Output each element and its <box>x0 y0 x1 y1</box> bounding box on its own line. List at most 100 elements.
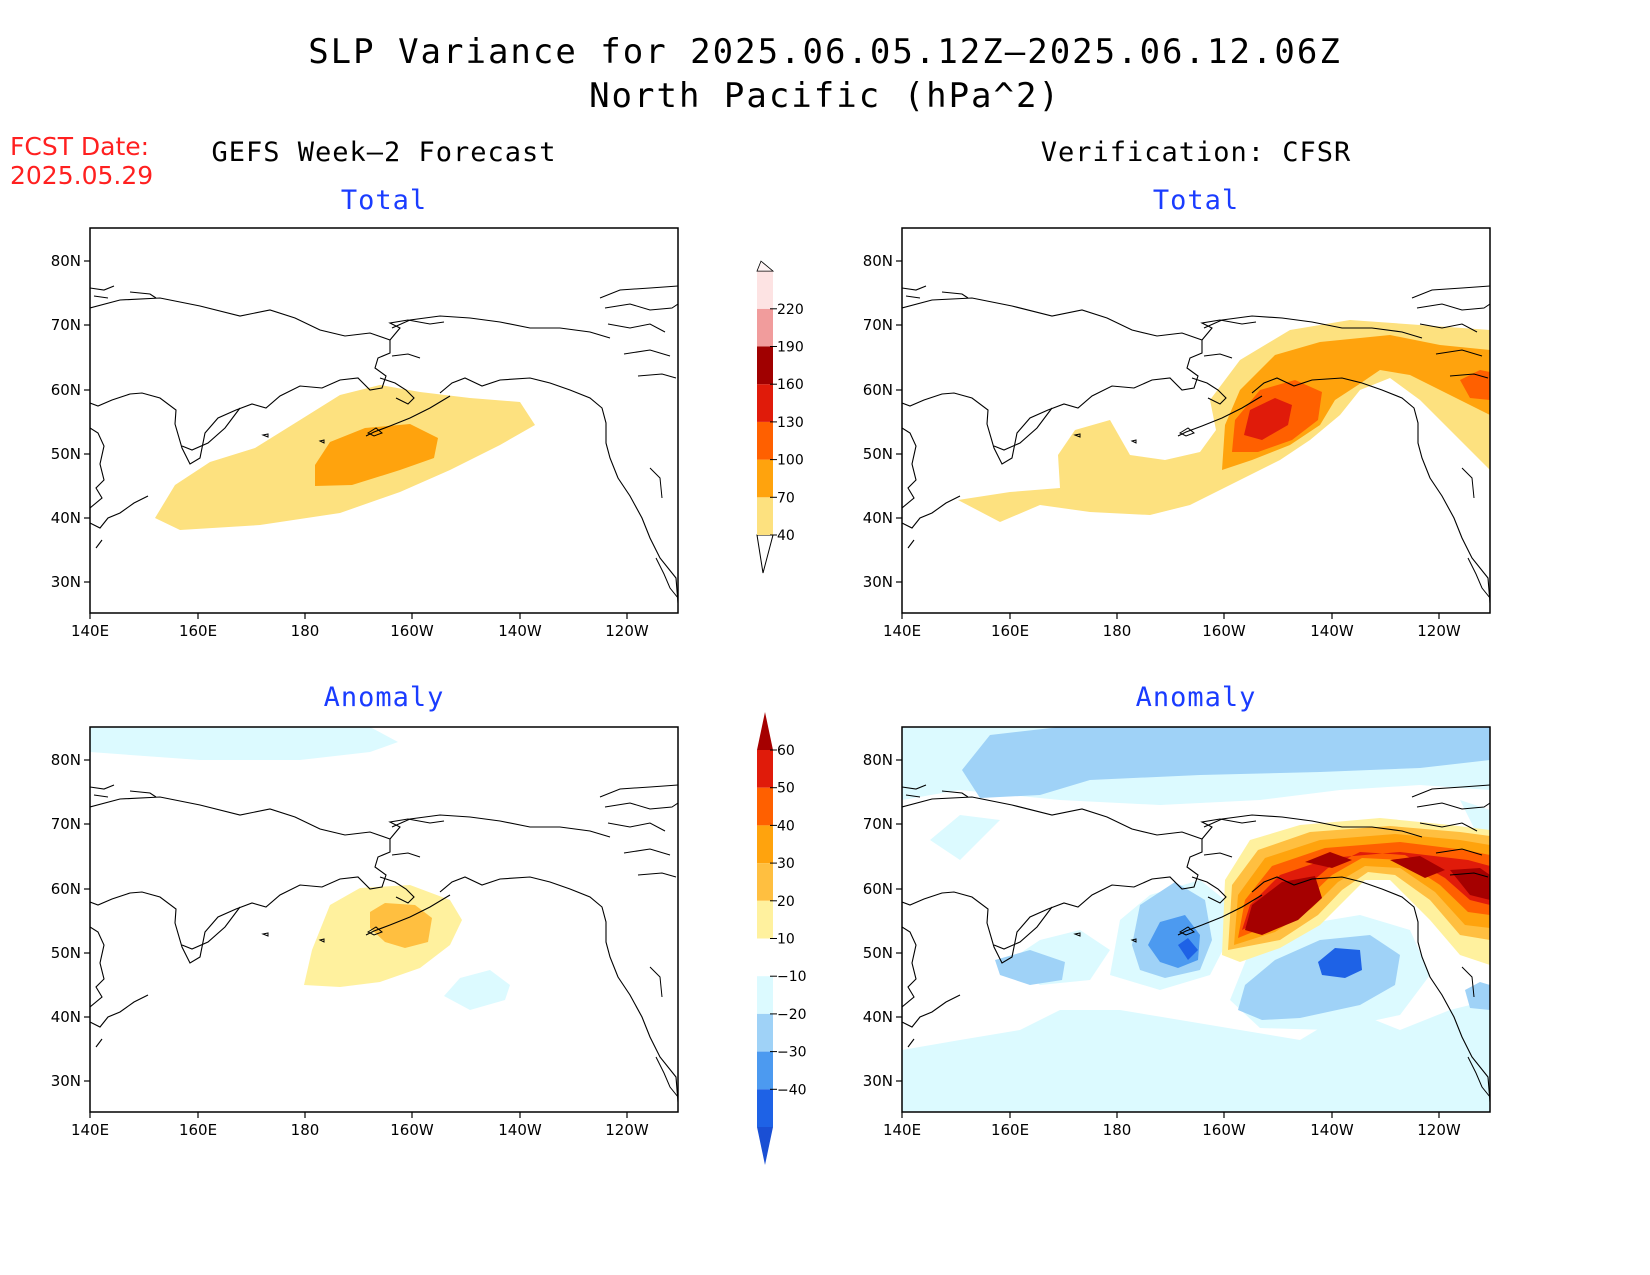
lat-tick-label: 30N <box>863 1072 893 1090</box>
colorbar-total-lower-end <box>756 534 774 574</box>
colorbar-anomaly: 60 50 40 30 20 10 −10 −20 −30 −40 <box>757 712 807 1165</box>
colorbar-total-label: 100 <box>777 453 804 469</box>
map-panel-verification-total <box>901 227 1491 614</box>
lat-tick-label: 70N <box>51 815 81 833</box>
lon-tick-label: 160W <box>390 1121 434 1139</box>
colorbar-anomaly-label: −40 <box>777 1082 807 1098</box>
lat-tick-label: 60N <box>863 381 893 399</box>
lon-tick-label: 180 <box>291 1121 320 1139</box>
lat-tick-label: 50N <box>863 944 893 962</box>
colorbar-total-label: 160 <box>777 377 804 393</box>
panel-title-forecast-total: Total <box>340 185 428 216</box>
map-panel-forecast-total <box>89 227 679 614</box>
lon-tick-label: 180 <box>1103 1121 1132 1139</box>
colorbar-anomaly-label: 60 <box>777 743 795 759</box>
column-title-forecast: GEFS Week–2 Forecast <box>211 137 557 168</box>
lon-tick-label: 160W <box>390 622 434 640</box>
colorbar-anomaly-upper-arrow <box>757 712 773 750</box>
colorbar-anomaly-label: −20 <box>777 1007 807 1023</box>
panel-title-verification-total: Total <box>1152 185 1240 216</box>
lat-tick-label: 30N <box>863 573 893 591</box>
panel-title-forecast-anomaly: Anomaly <box>323 682 445 713</box>
colorbar-total-label: 40 <box>777 528 795 544</box>
panel-title-verification-anomaly: Anomaly <box>1135 682 1257 713</box>
lat-tick-label: 80N <box>863 751 893 769</box>
colorbar-anomaly-label: 40 <box>777 818 795 834</box>
lon-tick-label: 140E <box>883 622 921 640</box>
colorbar-total-label: 190 <box>777 340 804 356</box>
lat-tick-label: 60N <box>51 381 81 399</box>
colorbar-anomaly-swatch <box>757 863 773 901</box>
lon-tick-label: 140E <box>71 622 109 640</box>
colorbar-anomaly-swatch <box>757 976 773 1014</box>
lon-tick-label: 120W <box>605 622 649 640</box>
map-panel-verification-anomaly <box>901 726 1491 1113</box>
colorbar-total-label: 130 <box>777 415 804 431</box>
colorbar-total-swatch <box>757 308 773 347</box>
colorbar-anomaly-label: −30 <box>777 1045 807 1061</box>
lon-tick-label: 180 <box>1103 622 1132 640</box>
lat-tick-label: 50N <box>51 944 81 962</box>
colorbar-anomaly-swatch <box>757 900 773 939</box>
colorbar-anomaly-swatch <box>757 750 773 788</box>
lon-tick-label: 160W <box>1202 1121 1246 1139</box>
main-title: SLP Variance for 2025.06.05.12Z–2025.06.… <box>308 32 1342 72</box>
lon-tick-label: 140W <box>1310 1121 1354 1139</box>
colorbar-anomaly-swatch <box>757 787 773 826</box>
lon-tick-label: 140W <box>498 622 542 640</box>
lat-tick-label: 30N <box>51 1072 81 1090</box>
lat-tick-label: 40N <box>863 1008 893 1026</box>
colorbar-anomaly-label: −10 <box>777 969 807 985</box>
lat-tick-label: 70N <box>863 316 893 334</box>
colorbar-anomaly-label: 30 <box>777 856 795 872</box>
colorbar-anomaly-label: 50 <box>777 781 795 797</box>
colorbar-anomaly-swatch <box>757 825 773 864</box>
colorbar-total-label: 220 <box>777 302 804 318</box>
colorbar-total-swatch <box>757 459 773 498</box>
colorbar-total-swatch <box>757 497 773 535</box>
lat-tick-label: 40N <box>51 509 81 527</box>
colorbar-anomaly-swatch <box>757 1089 773 1127</box>
lat-tick-label: 50N <box>863 445 893 463</box>
colorbar-total-swatch <box>757 384 773 422</box>
colorbar-anomaly-swatch <box>757 938 773 977</box>
column-title-verification: Verification: CFSR <box>1040 137 1352 168</box>
lon-tick-label: 120W <box>1417 1121 1461 1139</box>
lat-tick-label: 80N <box>51 751 81 769</box>
lat-tick-label: 70N <box>863 815 893 833</box>
lon-tick-label: 160W <box>1202 622 1246 640</box>
lon-tick-label: 140W <box>498 1121 542 1139</box>
map-panel-forecast-anomaly <box>89 726 679 1113</box>
colorbar-total-label: 70 <box>777 490 795 506</box>
lat-tick-label: 40N <box>863 509 893 527</box>
lon-tick-label: 140E <box>883 1121 921 1139</box>
lon-tick-label: 160E <box>991 1121 1029 1139</box>
axis-ticks <box>84 260 1440 1118</box>
lon-tick-label: 160E <box>179 1121 217 1139</box>
colorbar-total-swatch <box>757 421 773 460</box>
colorbar-total-swatch <box>757 346 773 385</box>
colorbar-total: 40 70 100 130 160 190 220 <box>756 260 804 574</box>
colorbar-anomaly-lower-arrow <box>757 1127 773 1165</box>
colorbar-anomaly-swatch <box>757 1013 773 1052</box>
lat-tick-label: 70N <box>51 316 81 334</box>
fcst-date-label: FCST Date: <box>10 132 150 161</box>
lon-tick-label: 120W <box>605 1121 649 1139</box>
lat-tick-label: 40N <box>51 1008 81 1026</box>
lat-tick-label: 50N <box>51 445 81 463</box>
lat-tick-label: 80N <box>51 252 81 270</box>
lat-tick-label: 60N <box>51 880 81 898</box>
colorbar-total-swatch <box>757 271 773 309</box>
lon-tick-label: 140W <box>1310 622 1354 640</box>
colorbar-anomaly-label: 10 <box>777 932 795 948</box>
lon-tick-label: 140E <box>71 1121 109 1139</box>
lon-tick-label: 120W <box>1417 622 1461 640</box>
colorbar-anomaly-label: 20 <box>777 894 795 910</box>
fcst-date-value: 2025.05.29 <box>10 161 154 190</box>
main-subtitle: North Pacific (hPa^2) <box>589 76 1061 116</box>
lat-tick-label: 80N <box>863 252 893 270</box>
lat-tick-label: 60N <box>863 880 893 898</box>
colorbar-anomaly-swatch <box>757 1051 773 1090</box>
axis-labels: 80N 70N 60N 50N 40N 30N 140E 160E 180 160W 140W 120… <box>51 252 1461 1139</box>
